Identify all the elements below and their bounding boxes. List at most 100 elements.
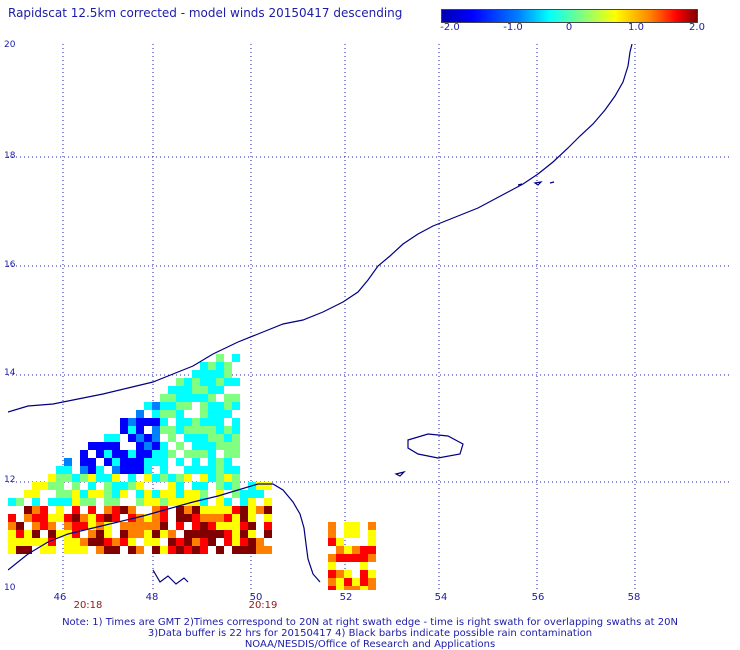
wind-cell xyxy=(152,418,160,426)
colorbar-tick: -2.0 xyxy=(440,22,460,33)
wind-cell xyxy=(32,490,40,498)
wind-cell xyxy=(216,490,224,498)
wind-cell xyxy=(184,474,192,482)
wind-cell xyxy=(120,538,128,546)
wind-cell xyxy=(248,538,256,546)
wind-cell xyxy=(176,394,184,402)
wind-cell xyxy=(72,474,80,482)
wind-cell xyxy=(216,378,224,386)
wind-cell xyxy=(352,578,360,586)
wind-cell xyxy=(192,522,200,530)
wind-cell xyxy=(168,402,176,410)
wind-cell xyxy=(152,490,160,498)
wind-cell xyxy=(184,546,192,554)
wind-cell xyxy=(80,450,88,458)
wind-cell xyxy=(232,538,240,546)
wind-cell xyxy=(192,466,200,474)
wind-cell xyxy=(224,498,232,506)
wind-cell xyxy=(104,442,112,450)
wind-cell xyxy=(216,362,224,370)
wind-cell xyxy=(200,474,208,482)
wind-cell xyxy=(216,466,224,474)
wind-cell xyxy=(344,554,352,562)
wind-difference-cells xyxy=(8,354,376,590)
wind-cell xyxy=(104,482,112,490)
wind-cell xyxy=(104,506,112,514)
wind-cell xyxy=(152,442,160,450)
wind-cell xyxy=(64,538,72,546)
wind-cell xyxy=(136,434,144,442)
wind-cell xyxy=(56,506,64,514)
wind-cell xyxy=(200,538,208,546)
wind-cell xyxy=(160,418,168,426)
wind-cell xyxy=(32,498,40,506)
wind-cell xyxy=(112,450,120,458)
wind-cell xyxy=(200,410,208,418)
wind-cell xyxy=(128,482,136,490)
wind-cell xyxy=(88,538,96,546)
wind-cell xyxy=(160,546,168,554)
wind-cell xyxy=(56,466,64,474)
wind-cell xyxy=(224,442,232,450)
colorbar-tick: -1.0 xyxy=(503,22,523,33)
wind-cell xyxy=(344,530,352,538)
wind-cell xyxy=(80,514,88,522)
wind-cell xyxy=(232,426,240,434)
wind-cell xyxy=(112,442,120,450)
wind-cell xyxy=(232,474,240,482)
wind-cell xyxy=(232,434,240,442)
wind-cell xyxy=(144,514,152,522)
wind-cell xyxy=(160,450,168,458)
wind-cell xyxy=(240,522,248,530)
wind-cell xyxy=(224,402,232,410)
wind-cell xyxy=(144,474,152,482)
lon-label: 54 xyxy=(434,592,448,603)
wind-cell xyxy=(208,466,216,474)
wind-cell xyxy=(104,474,112,482)
wind-cell xyxy=(240,538,248,546)
wind-cell xyxy=(168,538,176,546)
wind-cell xyxy=(248,514,256,522)
wind-cell xyxy=(264,514,272,522)
wind-cell xyxy=(64,546,72,554)
wind-cell xyxy=(80,474,88,482)
wind-cell xyxy=(80,538,88,546)
wind-cell xyxy=(72,506,80,514)
wind-cell xyxy=(208,394,216,402)
wind-cell xyxy=(144,442,152,450)
wind-cell xyxy=(200,490,208,498)
wind-cell xyxy=(88,530,96,538)
wind-cell xyxy=(248,498,256,506)
wind-cell xyxy=(152,434,160,442)
wind-cell xyxy=(112,490,120,498)
wind-cell xyxy=(360,546,368,554)
wind-cell xyxy=(8,546,16,554)
wind-cell xyxy=(64,514,72,522)
wind-cell xyxy=(232,546,240,554)
wind-cell xyxy=(216,402,224,410)
wind-cell xyxy=(352,546,360,554)
wind-cell xyxy=(336,538,344,546)
wind-cell xyxy=(368,522,376,530)
wind-cell xyxy=(192,434,200,442)
wind-cell xyxy=(232,490,240,498)
wind-cell xyxy=(344,586,352,590)
lon-label: 56 xyxy=(531,592,545,603)
wind-cell xyxy=(120,522,128,530)
wind-cell xyxy=(208,450,216,458)
wind-cell xyxy=(72,538,80,546)
wind-cell xyxy=(184,506,192,514)
wind-cell xyxy=(208,442,216,450)
wind-cell xyxy=(40,538,48,546)
note-line-2: 3)Data buffer is 22 hrs for 20150417 4) … xyxy=(147,628,593,639)
wind-cell xyxy=(176,490,184,498)
wind-cell xyxy=(128,506,136,514)
wind-cell xyxy=(152,514,160,522)
wind-cell xyxy=(168,426,176,434)
wind-cell xyxy=(136,458,144,466)
wind-cell xyxy=(200,482,208,490)
wind-cell xyxy=(80,498,88,506)
wind-cell xyxy=(32,506,40,514)
wind-cell xyxy=(192,546,200,554)
wind-cell xyxy=(176,378,184,386)
